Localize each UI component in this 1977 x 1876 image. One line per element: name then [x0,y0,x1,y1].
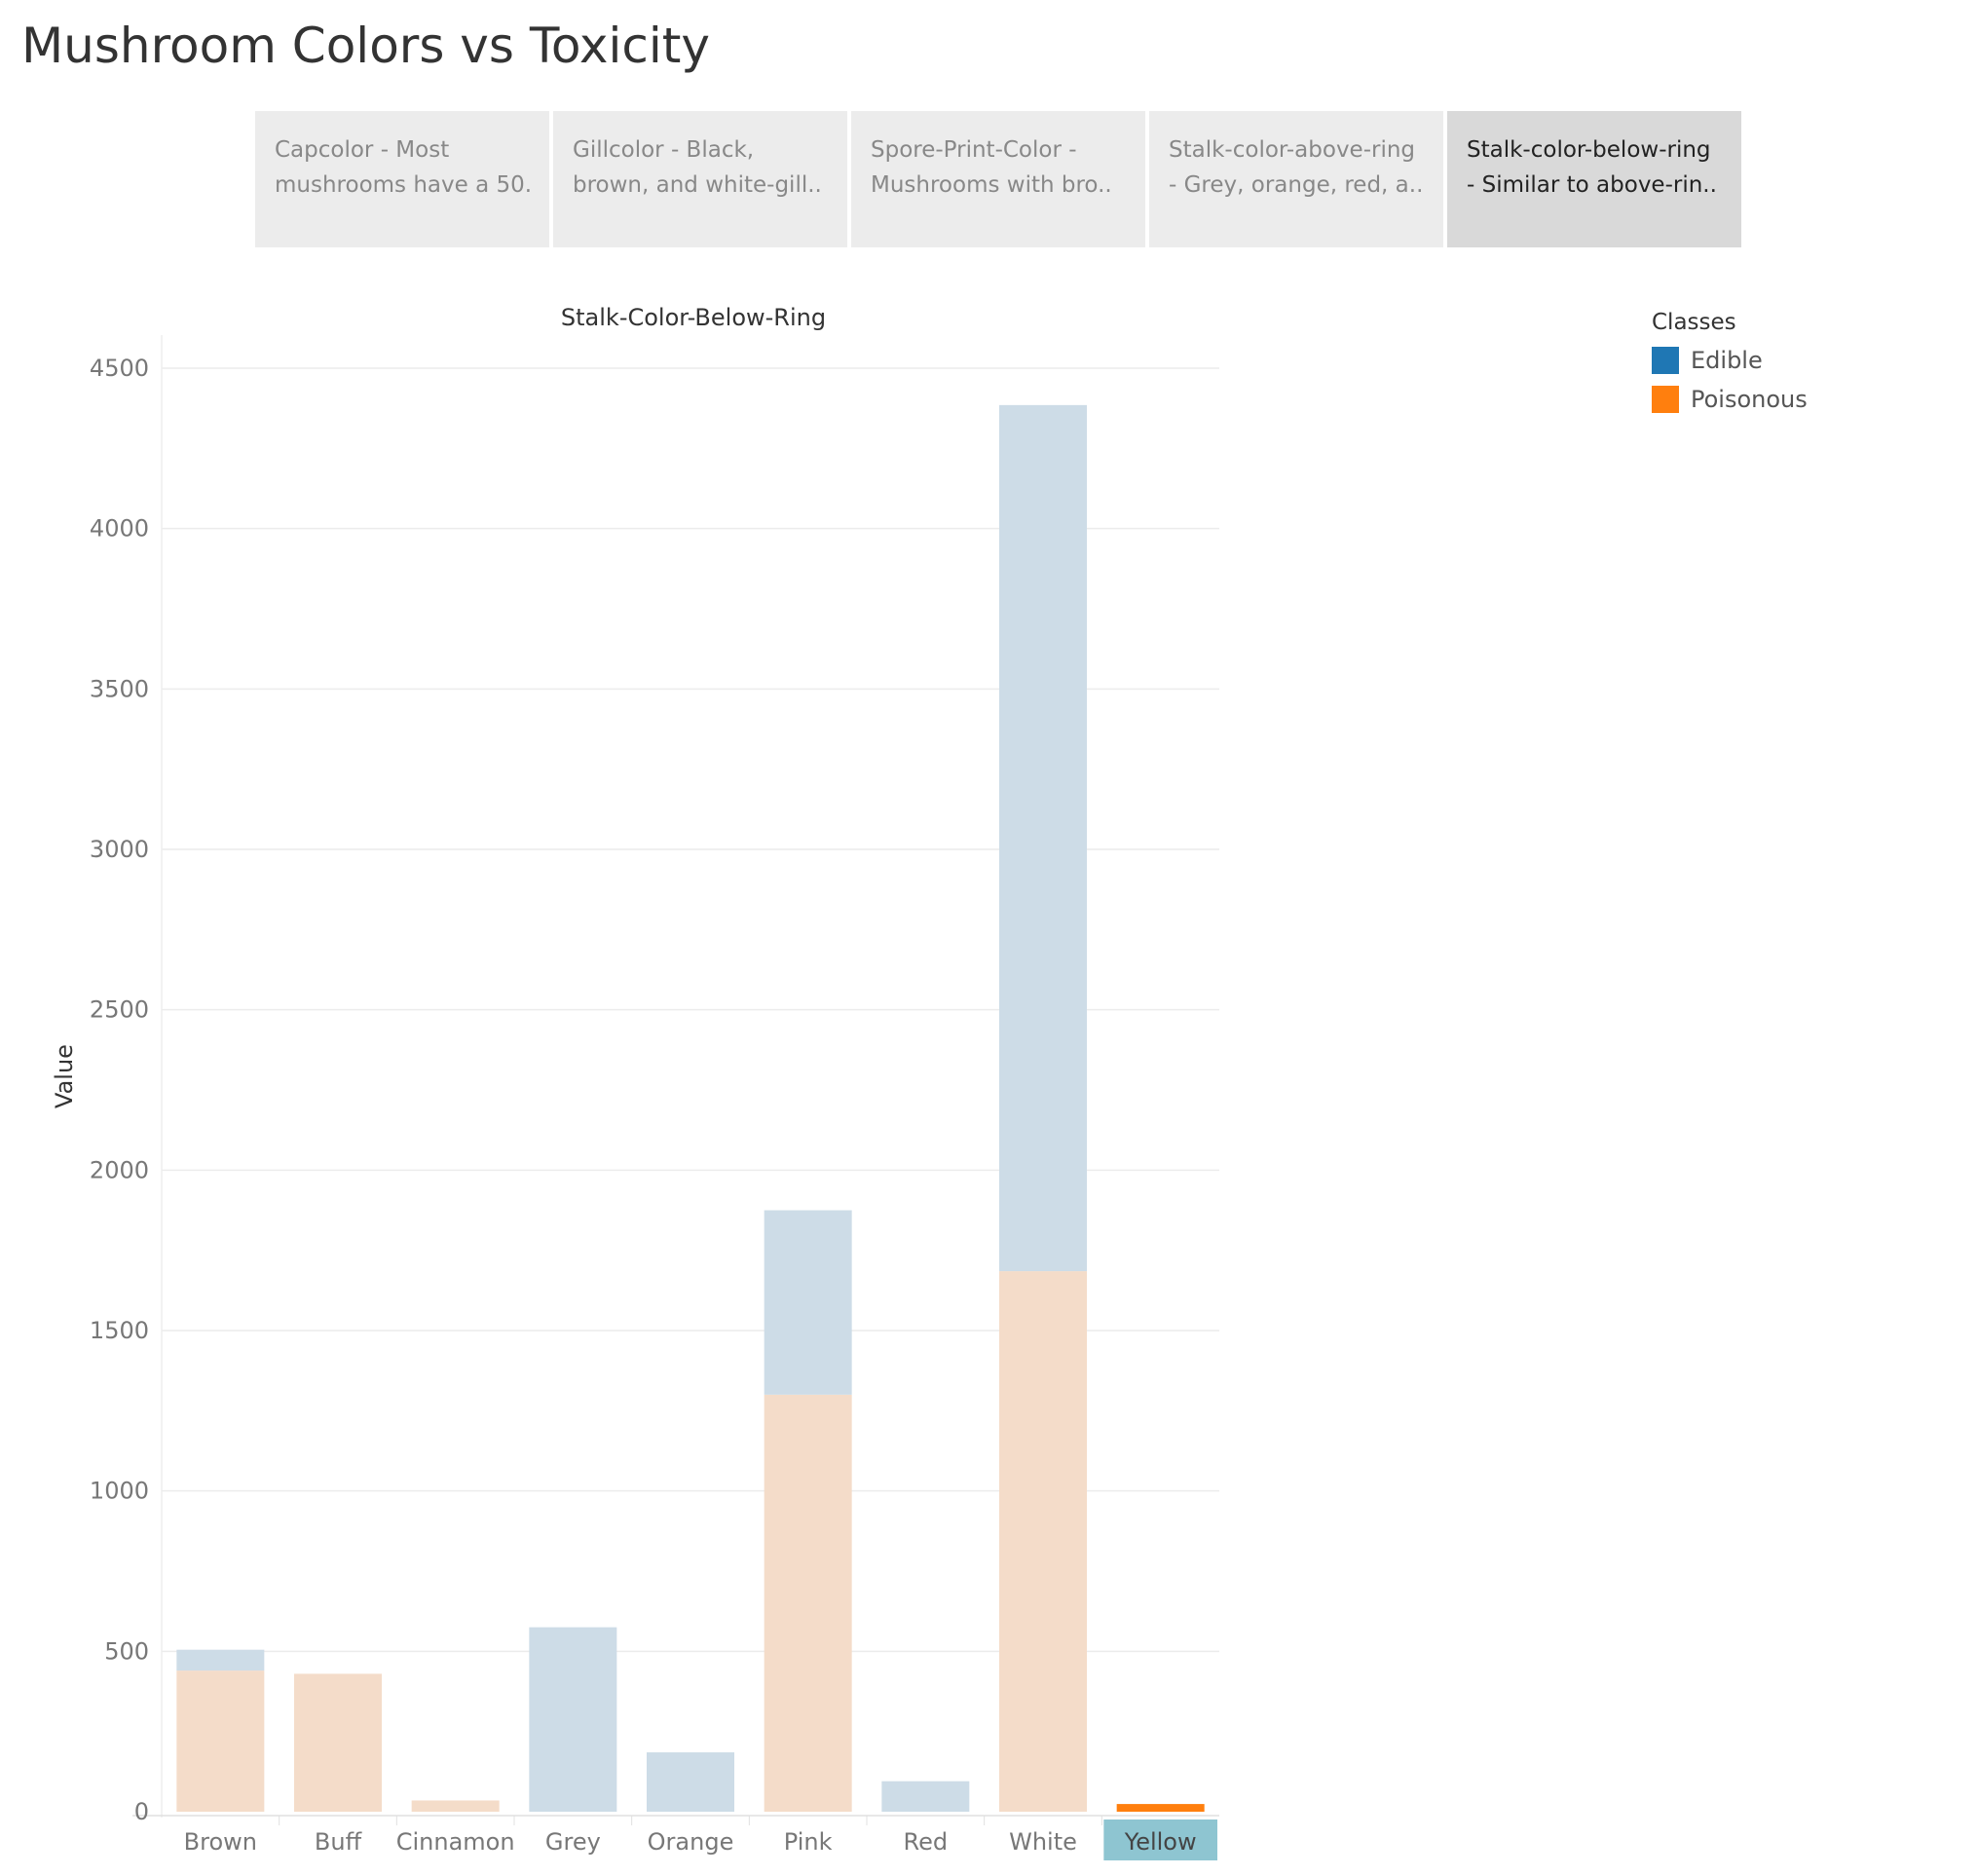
tab-gillcolor[interactable]: Gillcolor - Black, brown, and white-gill… [553,111,847,247]
y-tick-label: 500 [104,1637,149,1665]
bar-edible-red[interactable] [881,1781,970,1812]
tab-stalk-color-above-ring[interactable]: Stalk-color-above-ring - Grey, orange, r… [1149,111,1443,247]
x-tick-label[interactable]: Orange [648,1828,734,1856]
x-tick-label[interactable]: Red [904,1828,949,1856]
legend: Classes Edible Poisonous [1652,310,1808,419]
x-tick-label[interactable]: Buff [315,1828,362,1856]
story-tabs: Capcolor - Most mushrooms have a 50.. Gi… [255,111,1741,247]
bar-edible-grey[interactable] [529,1627,617,1812]
bar-poisonous-white[interactable] [999,1271,1087,1812]
tab-label-line2: - Grey, orange, red, a.. [1169,172,1424,198]
x-axis-ticks: Brown Buff Cinnamon Grey Orange Pink Red White Y… [184,1816,1217,1860]
y-tick-label: 4000 [90,515,149,543]
tab-label-line2: - Similar to above-rin.. [1467,172,1717,198]
bar-edible-white[interactable] [999,404,1087,1272]
legend-label-edible: Edible [1691,347,1763,374]
tab-label-line2: brown, and white-gill.. [573,172,822,198]
tab-capcolor[interactable]: Capcolor - Most mushrooms have a 50.. [255,111,549,247]
bar-edible-orange[interactable] [647,1752,734,1812]
tab-label-line1: Spore-Print-Color - [871,137,1077,163]
tab-label-line2: mushrooms have a 50.. [275,172,532,198]
y-tick-label: 2500 [90,996,149,1024]
y-tick-label: 1000 [90,1478,149,1505]
bar-edible-pink[interactable] [764,1210,852,1395]
bar-poisonous-pink[interactable] [764,1394,852,1812]
tab-label-line1: Stalk-color-below-ring [1467,137,1711,163]
x-tick-highlight [1103,1820,1217,1860]
y-tick-label: 4500 [90,355,149,382]
tab-spore-print-color[interactable]: Spore-Print-Color - Mushrooms with bro.. [851,111,1145,247]
y-tick-label: 3000 [90,836,149,863]
bar-poisonous-brown[interactable] [176,1670,265,1812]
legend-label-poisonous: Poisonous [1691,386,1808,413]
tab-label-line1: Gillcolor - Black, [573,137,755,163]
bars [176,404,1205,1812]
bar-edible-brown[interactable] [176,1649,265,1671]
y-axis-ticks: 0 500 1000 1500 2000 2500 3000 3500 4000 4500 [90,355,149,1825]
tab-label-line2: Mushrooms with bro.. [871,172,1112,198]
legend-item-poisonous[interactable]: Poisonous [1652,380,1808,419]
tab-label-line1: Capcolor - Most [275,137,450,163]
y-axis-label: Value [51,1044,78,1108]
legend-item-edible[interactable]: Edible [1652,341,1808,380]
x-tick-label[interactable]: Yellow [1124,1828,1197,1856]
y-tick-label: 1500 [90,1317,149,1344]
x-tick-label[interactable]: Cinnamon [396,1828,515,1856]
legend-title: Classes [1652,310,1736,335]
x-tick-label[interactable]: Pink [784,1828,833,1856]
tab-label-line1: Stalk-color-above-ring [1169,137,1416,163]
x-tick-label[interactable]: Brown [184,1828,257,1856]
legend-swatch-edible [1652,347,1679,374]
bar-poisonous-cinnamon[interactable] [411,1800,500,1812]
bar-poisonous-yellow[interactable] [1116,1804,1205,1812]
x-tick-label[interactable]: White [1009,1828,1077,1856]
x-tick-label[interactable]: Grey [545,1828,601,1856]
y-tick-label: 0 [134,1798,149,1825]
y-tick-label: 3500 [90,675,149,702]
chart-title: Stalk-Color-Below-Ring [561,304,826,331]
page-title: Mushroom Colors vs Toxicity [21,18,710,74]
bar-poisonous-buff[interactable] [294,1673,382,1812]
legend-swatch-poisonous [1652,386,1679,413]
tab-stalk-color-below-ring[interactable]: Stalk-color-below-ring - Similar to abov… [1447,111,1741,247]
y-tick-label: 2000 [90,1156,149,1183]
